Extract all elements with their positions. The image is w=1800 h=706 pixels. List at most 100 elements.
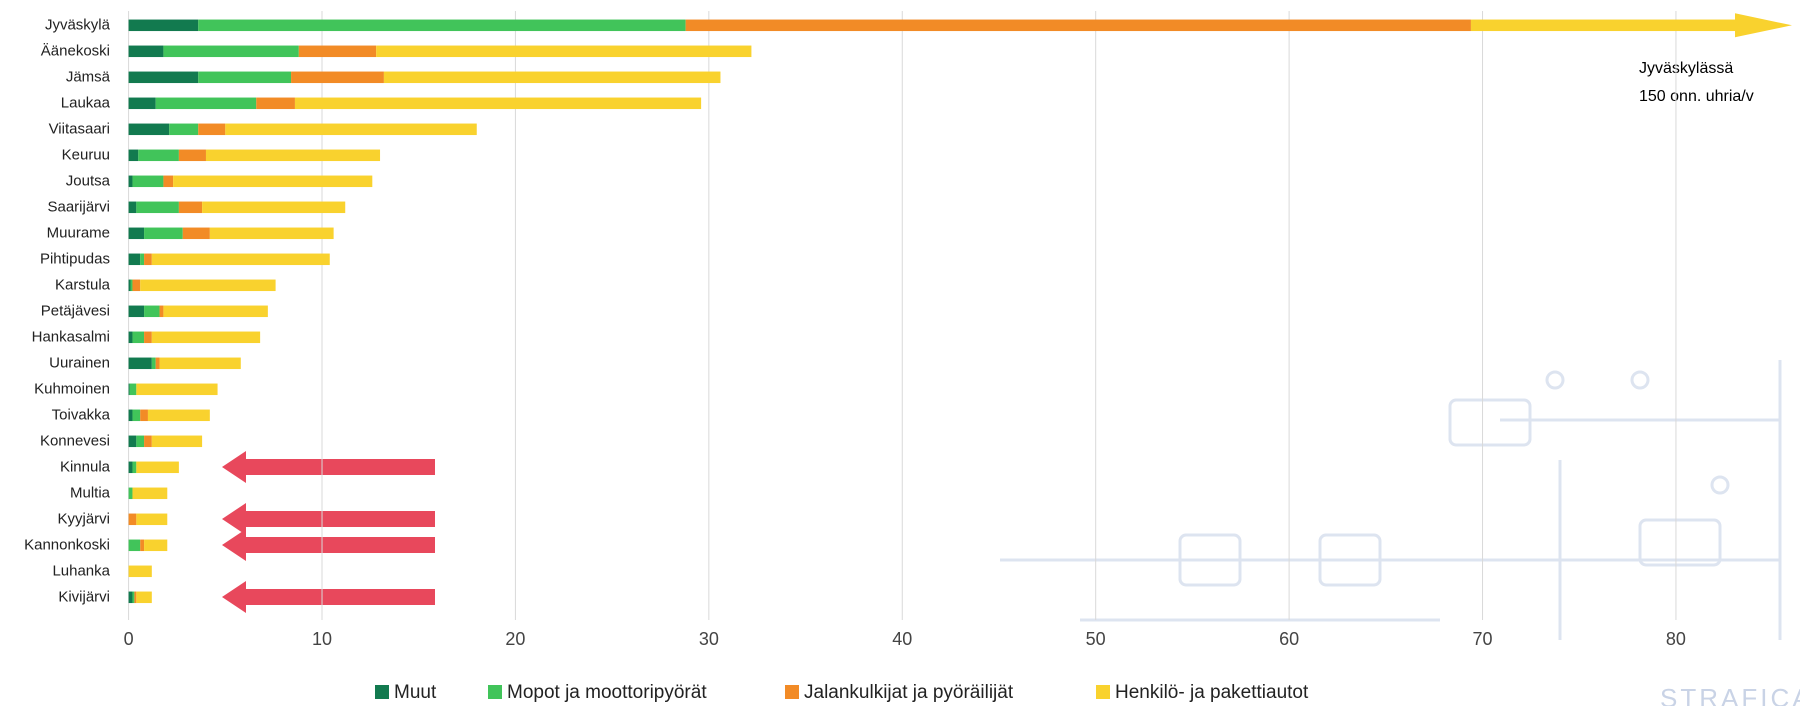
bar-segment xyxy=(132,332,144,344)
bar-segment xyxy=(291,72,384,84)
bar-segment xyxy=(136,462,179,474)
bar-segment xyxy=(136,514,167,526)
bar-segment xyxy=(129,46,164,58)
bar-segment xyxy=(152,254,330,265)
bar-segment xyxy=(140,254,144,265)
y-tick-label: Jämsä xyxy=(66,68,111,85)
legend-swatch xyxy=(375,685,389,699)
bar-segment xyxy=(144,332,152,344)
bar-segment xyxy=(376,46,751,58)
bar-segment xyxy=(144,254,152,265)
bar-segment xyxy=(202,202,345,214)
y-tick-label: Toivakka xyxy=(52,406,111,423)
chart: STRAFICA Jyväskylässä 150 onn. uhria/v 0… xyxy=(0,0,1800,706)
bar-segment xyxy=(129,72,199,84)
bar-segment xyxy=(131,280,133,292)
bar-segment xyxy=(295,98,701,110)
watermark xyxy=(1000,360,1780,640)
bar-segment xyxy=(210,228,334,240)
bar-segment xyxy=(163,306,267,318)
bar-segment xyxy=(152,332,260,344)
y-tick-label: Joutsa xyxy=(66,172,111,189)
x-tick-label: 30 xyxy=(699,629,719,649)
bar-segment xyxy=(198,124,225,136)
y-tick-label: Hankasalmi xyxy=(32,328,110,345)
bar-segment xyxy=(156,98,257,110)
legend-swatch xyxy=(785,685,799,699)
bar-segment xyxy=(144,540,167,552)
bar-segment xyxy=(173,176,372,188)
y-tick-label: Laukaa xyxy=(61,94,111,111)
bar-segment xyxy=(144,436,152,448)
bar-segment xyxy=(140,410,148,422)
bar-segment xyxy=(129,540,141,552)
bar-segment xyxy=(129,410,133,422)
bar-segment xyxy=(206,150,380,162)
bar-segment xyxy=(129,280,131,292)
bar-segment xyxy=(160,306,164,318)
y-tick-label: Multia xyxy=(70,484,111,501)
y-tick-label: Muurame xyxy=(47,224,110,241)
bar-segment xyxy=(136,592,151,604)
bar-segment xyxy=(140,540,144,552)
bar-segment xyxy=(129,98,156,110)
y-tick-label: Petäjävesi xyxy=(41,302,110,319)
bar-segment xyxy=(225,124,476,136)
bar-segment xyxy=(129,150,139,162)
x-tick-label: 80 xyxy=(1666,629,1686,649)
bar-segment xyxy=(152,358,156,370)
bar-segment xyxy=(129,592,133,604)
bar-segment xyxy=(256,98,295,110)
legend-label: Jalankulkijat ja pyöräilijät xyxy=(804,682,1014,703)
bar-segment xyxy=(198,20,685,32)
y-tick-label: Luhanka xyxy=(52,562,110,579)
legend-swatch xyxy=(488,685,502,699)
y-tick-label: Kivijärvi xyxy=(58,588,110,605)
x-tick-label: 40 xyxy=(892,629,912,649)
bar-segment xyxy=(129,462,133,474)
bar-segment xyxy=(129,124,170,136)
bar-segment xyxy=(132,592,134,604)
bar-segment xyxy=(144,306,159,318)
y-tick-label: Kannonkoski xyxy=(24,536,110,553)
legend-label: Henkilö- ja pakettiautot xyxy=(1115,682,1309,703)
bar-segment xyxy=(140,280,275,292)
bar-segment xyxy=(132,462,136,474)
bar-segment xyxy=(132,488,167,500)
legend-label: Muut xyxy=(394,682,437,703)
bar-segment xyxy=(134,592,136,604)
bar-segment xyxy=(179,150,206,162)
bar-segment xyxy=(129,254,141,265)
bar-segment xyxy=(148,410,210,422)
legend-label: Mopot ja moottoripyörät xyxy=(507,682,707,703)
bar-segment xyxy=(132,410,140,422)
annotation: Jyväskylässä xyxy=(1639,60,1733,77)
bar-segment xyxy=(179,202,202,214)
y-tick-label: Äänekoski xyxy=(41,42,110,59)
bar-segment xyxy=(136,202,179,214)
x-tick-label: 70 xyxy=(1473,629,1493,649)
bar-segment xyxy=(129,358,152,370)
y-tick-label: Konnevesi xyxy=(40,432,110,449)
bar-segment xyxy=(136,384,217,396)
bar-segment xyxy=(163,46,298,58)
bar-segment xyxy=(129,488,133,500)
bar-segment xyxy=(129,20,199,32)
bar-segment xyxy=(129,332,133,344)
y-tick-label: Kyyjärvi xyxy=(57,510,110,527)
bar-segment xyxy=(129,228,144,240)
bar-segment xyxy=(129,436,137,448)
y-tick-label: Karstula xyxy=(55,276,111,293)
bar-segment xyxy=(384,72,721,84)
highlight-arrows xyxy=(222,451,435,613)
y-tick-label: Keuruu xyxy=(62,146,110,163)
x-tick-label: 50 xyxy=(1086,629,1106,649)
bar-segment xyxy=(129,176,133,188)
bar-segment xyxy=(129,384,130,396)
overflow-arrow xyxy=(1735,13,1792,37)
bar-segment xyxy=(138,150,179,162)
bar-segment xyxy=(198,72,291,84)
bar-segment xyxy=(144,228,183,240)
y-tick-label: Uurainen xyxy=(49,354,110,371)
legend-swatch xyxy=(1096,685,1110,699)
